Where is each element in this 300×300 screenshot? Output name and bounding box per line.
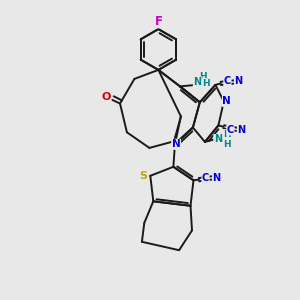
Text: C: C <box>224 76 231 86</box>
Text: H: H <box>202 79 210 88</box>
Text: N: N <box>214 134 222 145</box>
Text: H: H <box>199 72 207 81</box>
Text: N: N <box>172 139 181 149</box>
Text: O: O <box>101 92 111 102</box>
Text: N: N <box>212 173 221 183</box>
Text: N: N <box>222 96 231 106</box>
Text: H: H <box>223 130 231 139</box>
Text: N: N <box>234 76 243 86</box>
Text: C: C <box>227 125 234 135</box>
Text: N: N <box>193 77 202 87</box>
Text: F: F <box>154 15 162 28</box>
Text: S: S <box>140 171 148 181</box>
Text: H: H <box>224 140 231 148</box>
Text: C: C <box>202 173 209 183</box>
Text: N: N <box>237 125 246 135</box>
